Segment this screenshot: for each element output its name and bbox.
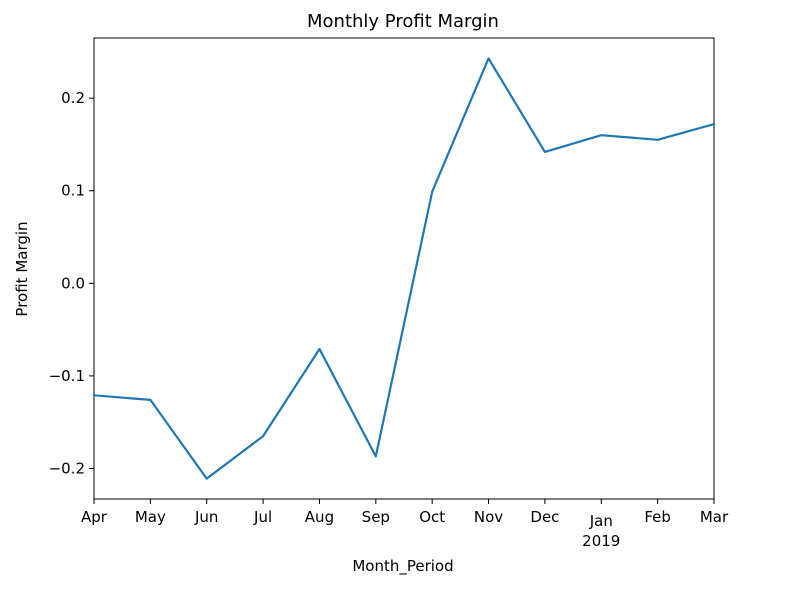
chart-title: Monthly Profit Margin xyxy=(307,11,499,32)
x-tick-label: Nov xyxy=(474,508,503,526)
y-tick-label: 0.1 xyxy=(61,182,85,200)
x-tick-label: Apr xyxy=(81,508,108,526)
series-line xyxy=(92,57,716,480)
y-axis-label: Profit Margin xyxy=(13,221,31,316)
x-tick-label: Jun xyxy=(194,508,218,526)
plot-area-frame xyxy=(93,37,715,500)
x-tick-label: May xyxy=(135,508,166,526)
y-tick-label: 0.2 xyxy=(61,89,85,107)
x-tick-label: Mar xyxy=(700,508,729,526)
x-axis: Apr May Jun Jul Aug Sep Oct Nov Dec Jan 2019 Feb Mar xyxy=(81,499,729,550)
y-tick-label: 0.0 xyxy=(61,274,85,292)
x-year-label: 2019 xyxy=(582,532,620,550)
y-tick-label: −0.2 xyxy=(49,459,85,477)
x-tick-label: Jan xyxy=(589,512,613,530)
x-tick-label: Sep xyxy=(362,508,390,526)
series-layer xyxy=(92,57,716,480)
y-tick-label: −0.1 xyxy=(49,367,85,385)
x-tick-label: Oct xyxy=(419,508,445,526)
x-tick-label: Jul xyxy=(253,508,272,526)
x-tick-label: Dec xyxy=(530,508,559,526)
x-axis-label: Month_Period xyxy=(352,557,453,576)
y-axis: −0.2 −0.1 0.0 0.1 0.2 xyxy=(49,89,94,477)
x-tick-label: Aug xyxy=(305,508,334,526)
x-tick-label: Feb xyxy=(644,508,671,526)
